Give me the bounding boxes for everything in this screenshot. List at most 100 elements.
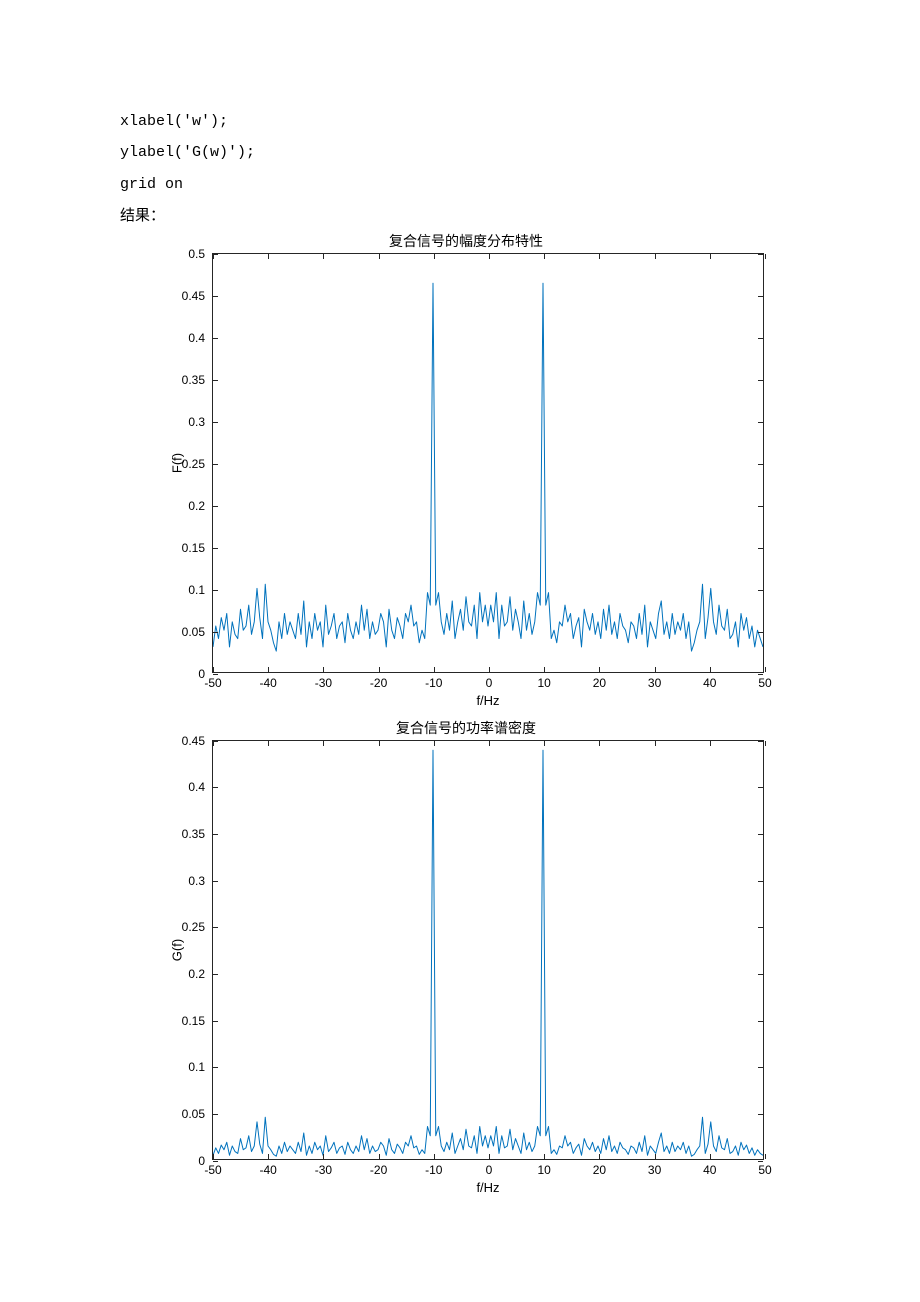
xtick-label: 40: [703, 676, 716, 690]
xtick-mark: [213, 1154, 214, 1159]
chart-2-title: 复合信号的功率谱密度: [168, 718, 764, 738]
ytick-mark: [213, 632, 218, 633]
xtick-mark: [268, 1154, 269, 1159]
chart-2-plot-area: G(f) 00.050.10.150.20.250.30.350.40.45-5…: [212, 740, 764, 1160]
ytick-label: 0.4: [188, 780, 205, 794]
result-label: 结果：: [120, 204, 920, 225]
ytick-mark: [213, 506, 218, 507]
chart-1-title: 复合信号的幅度分布特性: [168, 231, 764, 251]
xtick-mark: [599, 667, 600, 672]
ytick-mark: [213, 881, 218, 882]
xtick-mark: [434, 1154, 435, 1159]
ytick-label: 0.35: [182, 373, 205, 387]
chart-1-container: 复合信号的幅度分布特性 F(f) 00.050.10.150.20.250.30…: [168, 231, 764, 708]
xtick-label: -30: [315, 676, 332, 690]
ytick-mark: [758, 881, 763, 882]
chart-2: 复合信号的功率谱密度 G(f) 00.050.10.150.20.250.30.…: [168, 718, 764, 1195]
code-line-1: xlabel('w');: [120, 110, 920, 133]
ytick-label: 0.1: [188, 1060, 205, 1074]
xtick-mark: [655, 667, 656, 672]
chart-2-line: [213, 741, 763, 1159]
xtick-mark: [268, 254, 269, 259]
xtick-label: -20: [370, 1163, 387, 1177]
ytick-label: 0.2: [188, 967, 205, 981]
ytick-mark: [758, 548, 763, 549]
ytick-label: 0.15: [182, 1014, 205, 1028]
xtick-mark: [765, 667, 766, 672]
xtick-mark: [268, 667, 269, 672]
ytick-label: 0.2: [188, 499, 205, 513]
xtick-mark: [213, 741, 214, 746]
xtick-mark: [710, 254, 711, 259]
ytick-label: 0.3: [188, 874, 205, 888]
xtick-label: -40: [260, 676, 277, 690]
ytick-mark: [758, 296, 763, 297]
xtick-mark: [434, 741, 435, 746]
xtick-mark: [710, 667, 711, 672]
ytick-label: 0.25: [182, 920, 205, 934]
xtick-mark: [489, 741, 490, 746]
ytick-label: 0.5: [188, 247, 205, 261]
ytick-mark: [758, 787, 763, 788]
ytick-mark: [213, 296, 218, 297]
xtick-label: -10: [425, 676, 442, 690]
ytick-mark: [758, 338, 763, 339]
xtick-mark: [544, 1154, 545, 1159]
ytick-label: 0.15: [182, 541, 205, 555]
xtick-mark: [765, 254, 766, 259]
ytick-mark: [758, 422, 763, 423]
ytick-mark: [758, 1021, 763, 1022]
ytick-mark: [213, 1161, 218, 1162]
ytick-mark: [758, 674, 763, 675]
ytick-mark: [213, 1067, 218, 1068]
xtick-label: 20: [593, 1163, 606, 1177]
ytick-mark: [758, 1114, 763, 1115]
chart-1: 复合信号的幅度分布特性 F(f) 00.050.10.150.20.250.30…: [168, 231, 764, 708]
ytick-mark: [213, 464, 218, 465]
ytick-mark: [213, 674, 218, 675]
xtick-label: 0: [486, 676, 493, 690]
ytick-mark: [213, 787, 218, 788]
xtick-label: 30: [648, 1163, 661, 1177]
ytick-mark: [213, 422, 218, 423]
ytick-label: 0.05: [182, 625, 205, 639]
ytick-mark: [758, 590, 763, 591]
xtick-mark: [599, 254, 600, 259]
xtick-mark: [268, 741, 269, 746]
xtick-mark: [544, 254, 545, 259]
chart-2-ylabel: G(f): [170, 939, 185, 961]
ytick-mark: [758, 1161, 763, 1162]
ytick-mark: [213, 1114, 218, 1115]
xtick-mark: [434, 254, 435, 259]
ytick-label: 0.05: [182, 1107, 205, 1121]
xtick-mark: [489, 1154, 490, 1159]
xtick-label: 20: [593, 676, 606, 690]
xtick-mark: [379, 254, 380, 259]
xtick-mark: [323, 741, 324, 746]
chart-1-line: [213, 254, 763, 672]
xtick-mark: [599, 1154, 600, 1159]
xtick-label: 10: [538, 1163, 551, 1177]
ytick-mark: [213, 338, 218, 339]
chart-1-plot-area: F(f) 00.050.10.150.20.250.30.350.40.450.…: [212, 253, 764, 673]
xtick-mark: [323, 667, 324, 672]
xtick-label: 50: [758, 676, 771, 690]
code-line-2: ylabel('G(w)');: [120, 141, 920, 164]
ytick-label: 0.35: [182, 827, 205, 841]
ytick-mark: [758, 506, 763, 507]
ytick-mark: [758, 464, 763, 465]
xtick-label: -20: [370, 676, 387, 690]
xtick-mark: [379, 741, 380, 746]
xtick-mark: [655, 741, 656, 746]
ytick-mark: [758, 834, 763, 835]
xtick-mark: [379, 667, 380, 672]
ytick-label: 0.25: [182, 457, 205, 471]
xtick-label: 10: [538, 676, 551, 690]
ytick-mark: [758, 741, 763, 742]
xtick-mark: [655, 1154, 656, 1159]
ytick-mark: [213, 590, 218, 591]
xtick-mark: [213, 254, 214, 259]
xtick-mark: [379, 1154, 380, 1159]
xtick-label: -30: [315, 1163, 332, 1177]
xtick-mark: [489, 254, 490, 259]
